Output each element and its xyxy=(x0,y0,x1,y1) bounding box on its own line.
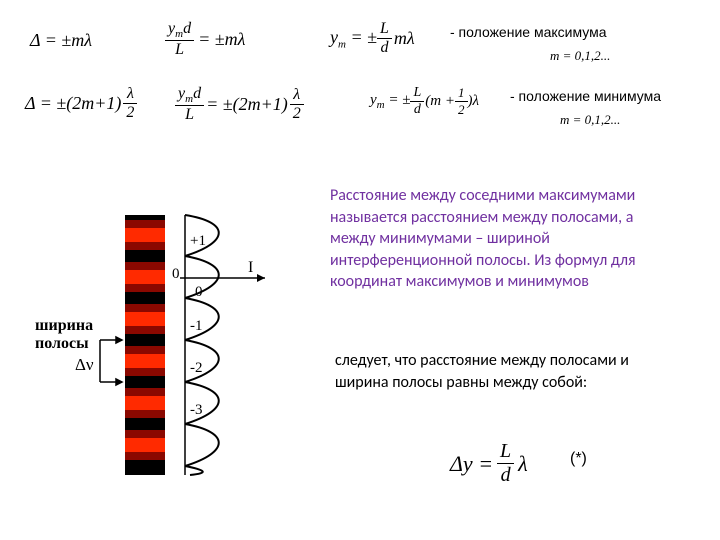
frac-L-d-1: L d xyxy=(377,20,392,57)
order-0-left: 0 xyxy=(172,266,180,282)
order-minus2: -2 xyxy=(190,360,203,376)
m-range-min: m = 0,1,2... xyxy=(560,112,620,128)
star-marker: (*) xyxy=(570,450,587,468)
delta-v-label: Δν xyxy=(75,355,94,374)
m-range-max: m = 0,1,2... xyxy=(550,48,610,64)
intensity-label: I xyxy=(248,259,253,276)
formula-ym-min-frac: ymd L = ±(2m+1) λ 2 xyxy=(175,85,304,124)
frac-L-d-result: L d xyxy=(497,440,514,487)
interference-diagram: ширина полосы Δν I +1 0 0 -1 -2 -3 xyxy=(30,210,310,480)
label-minimum: - положение минимума xyxy=(510,88,661,104)
order-0: 0 xyxy=(195,284,203,300)
label-maximum: - положение максимума xyxy=(450,24,607,40)
formula-ym-max-pos: ym = ± L d mλ xyxy=(330,20,415,57)
frac-lambda-2-b: λ 2 xyxy=(290,86,304,123)
formula-ym-max-frac: ymd L = ±mλ xyxy=(165,20,245,59)
order-plus1: +1 xyxy=(190,233,206,249)
formula-ym-min-pos: ym = ± L d (m + 1 2 )λ xyxy=(370,85,479,118)
frac-L-d-2: L d xyxy=(410,85,424,118)
paragraph-purple: Расстояние между соседними максимумами н… xyxy=(330,185,680,293)
order-minus3: -3 xyxy=(190,402,203,418)
formula-delta-max: Δ = ±mλ xyxy=(30,30,92,51)
width-label-2: полосы xyxy=(35,335,89,352)
formula-delta-min: Δ = ±(2m+1) λ 2 xyxy=(25,85,137,122)
intensity-curve xyxy=(185,215,219,475)
f2-rhs: = ±mλ xyxy=(198,29,245,50)
width-label-1: ширина xyxy=(35,317,93,334)
order-minus1: -1 xyxy=(190,318,203,334)
formula-result: Δy = L d λ xyxy=(450,440,528,487)
f1-text: Δ = ±mλ xyxy=(30,30,92,51)
intensity-plot: I xyxy=(180,215,265,475)
frac-lambda-2-a: λ 2 xyxy=(123,85,137,122)
frac-ymd-L: ymd L xyxy=(165,20,194,59)
diagram-svg: ширина полосы Δν I +1 0 0 -1 -2 -3 xyxy=(30,210,310,480)
fringe-pattern xyxy=(125,215,165,475)
frac-ymd-L-2: ymd L xyxy=(175,85,204,124)
width-bracket xyxy=(100,337,122,385)
frac-1-2: 1 2 xyxy=(455,85,468,118)
paragraph-black: следует, что расстояние между полосами и… xyxy=(335,350,665,393)
